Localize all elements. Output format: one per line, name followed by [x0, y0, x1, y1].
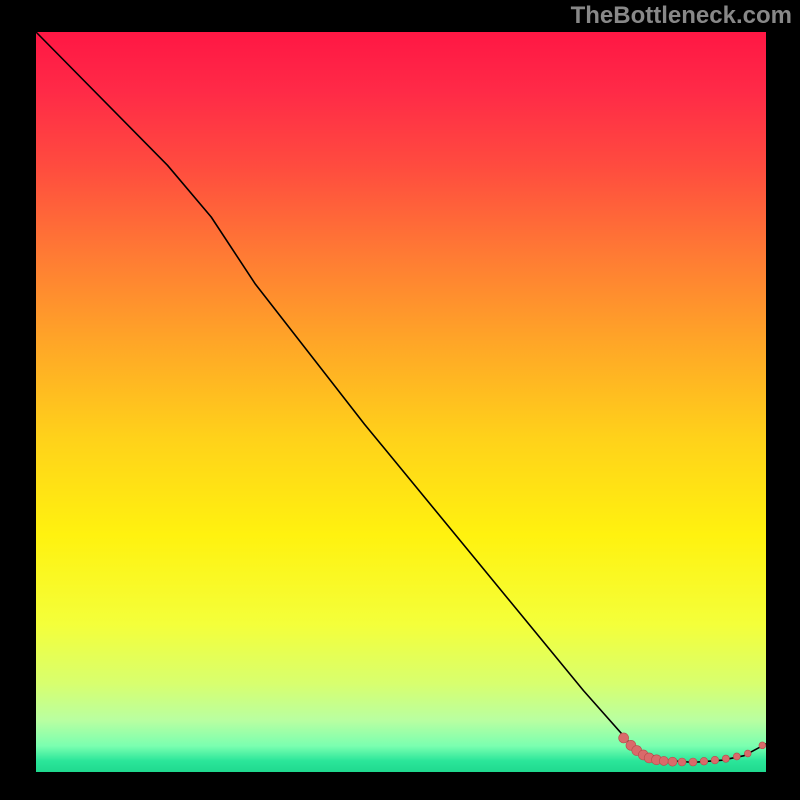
data-point: [711, 756, 719, 764]
watermark-text: TheBottleneck.com: [571, 2, 792, 30]
data-point: [659, 756, 668, 765]
bottleneck-chart: [0, 0, 800, 800]
chart-container: TheBottleneck.com: [0, 0, 800, 800]
data-point: [733, 753, 740, 760]
data-point: [678, 758, 686, 766]
data-point: [668, 757, 677, 766]
data-point: [700, 757, 708, 765]
data-point: [689, 758, 697, 766]
data-point: [722, 755, 729, 762]
data-point: [759, 742, 766, 749]
data-point: [619, 733, 629, 743]
data-point: [744, 750, 751, 757]
